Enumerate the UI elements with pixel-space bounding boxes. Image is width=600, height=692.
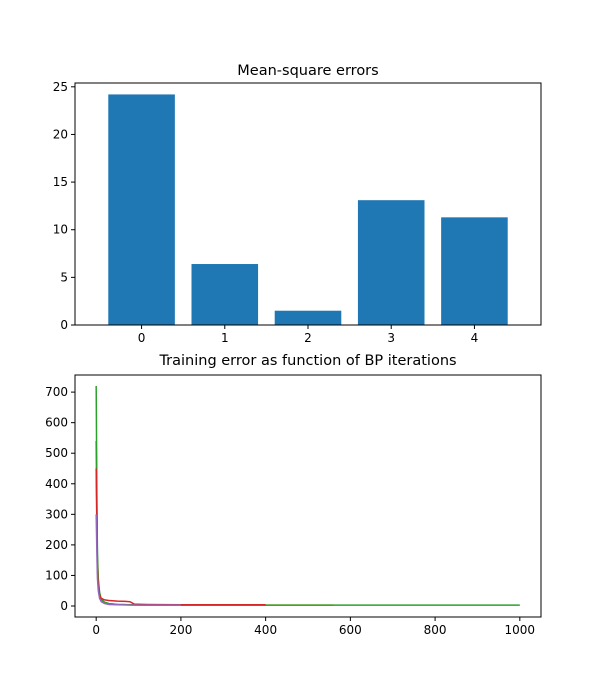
line-x-tick-label-4: 800 — [424, 623, 447, 637]
bar-y-tick-label-4: 20 — [53, 127, 68, 141]
line-chart-title: Training error as function of BP iterati… — [158, 353, 456, 369]
bar-2 — [274, 310, 342, 325]
bar-y-tick-label-0: 0 — [60, 318, 68, 332]
line-y-tick-label-4: 400 — [45, 477, 68, 491]
line-x-tick-label-0: 0 — [92, 623, 100, 637]
line-y-tick-label-6: 600 — [45, 416, 68, 430]
bar-x-tick-label-0: 0 — [138, 331, 146, 345]
line-chart: Training error as function of BP iterati… — [45, 353, 542, 637]
line-x-tick-label-2: 400 — [254, 623, 277, 637]
line-y-ticks: 0 100 200 300 400 500 600 700 — [45, 385, 75, 613]
bar-y-tick-label-1: 5 — [60, 270, 68, 284]
bar-chart-title: Mean-square errors — [237, 63, 378, 79]
line-series-3 — [95, 468, 266, 606]
bar-x-tick-label-3: 3 — [387, 331, 395, 345]
bar-marks — [108, 94, 508, 325]
line-x-ticks: 0 200 400 600 800 1000 — [92, 617, 535, 637]
line-marks — [95, 385, 520, 606]
bar-y-ticks: 0 5 10 15 20 25 — [53, 80, 75, 332]
line-series-2 — [95, 385, 520, 606]
bar-1 — [191, 264, 259, 325]
line-y-tick-label-3: 300 — [45, 507, 68, 521]
bar-chart: Mean-square errors 0 1 2 3 4 0 5 10 15 20 25 — [53, 63, 542, 345]
line-y-tick-label-2: 200 — [45, 538, 68, 552]
bar-0 — [108, 94, 175, 325]
bar-y-tick-label-2: 10 — [53, 223, 68, 237]
bar-y-tick-label-5: 25 — [53, 80, 68, 94]
line-x-tick-label-1: 200 — [169, 623, 192, 637]
bar-y-tick-label-3: 15 — [53, 175, 68, 189]
line-series-1 — [95, 459, 334, 606]
bar-x-tick-label-1: 1 — [221, 331, 229, 345]
bar-x-tick-label-4: 4 — [471, 331, 479, 345]
bar-chart-axes-frame — [74, 82, 542, 326]
line-y-tick-label-5: 500 — [45, 446, 68, 460]
bar-x-tick-label-2: 2 — [304, 331, 312, 345]
line-y-tick-label-1: 100 — [45, 568, 68, 582]
line-y-tick-label-7: 700 — [45, 385, 68, 399]
bar-x-ticks: 0 1 2 3 4 — [138, 325, 478, 345]
line-series-4 — [95, 514, 181, 606]
line-chart-axes-frame — [74, 374, 542, 618]
line-x-tick-label-3: 600 — [339, 623, 362, 637]
line-x-tick-label-5: 1000 — [505, 623, 536, 637]
line-series-0 — [95, 440, 266, 606]
line-y-tick-label-0: 0 — [60, 599, 68, 613]
bar-3 — [357, 200, 425, 325]
bar-4 — [441, 217, 508, 325]
